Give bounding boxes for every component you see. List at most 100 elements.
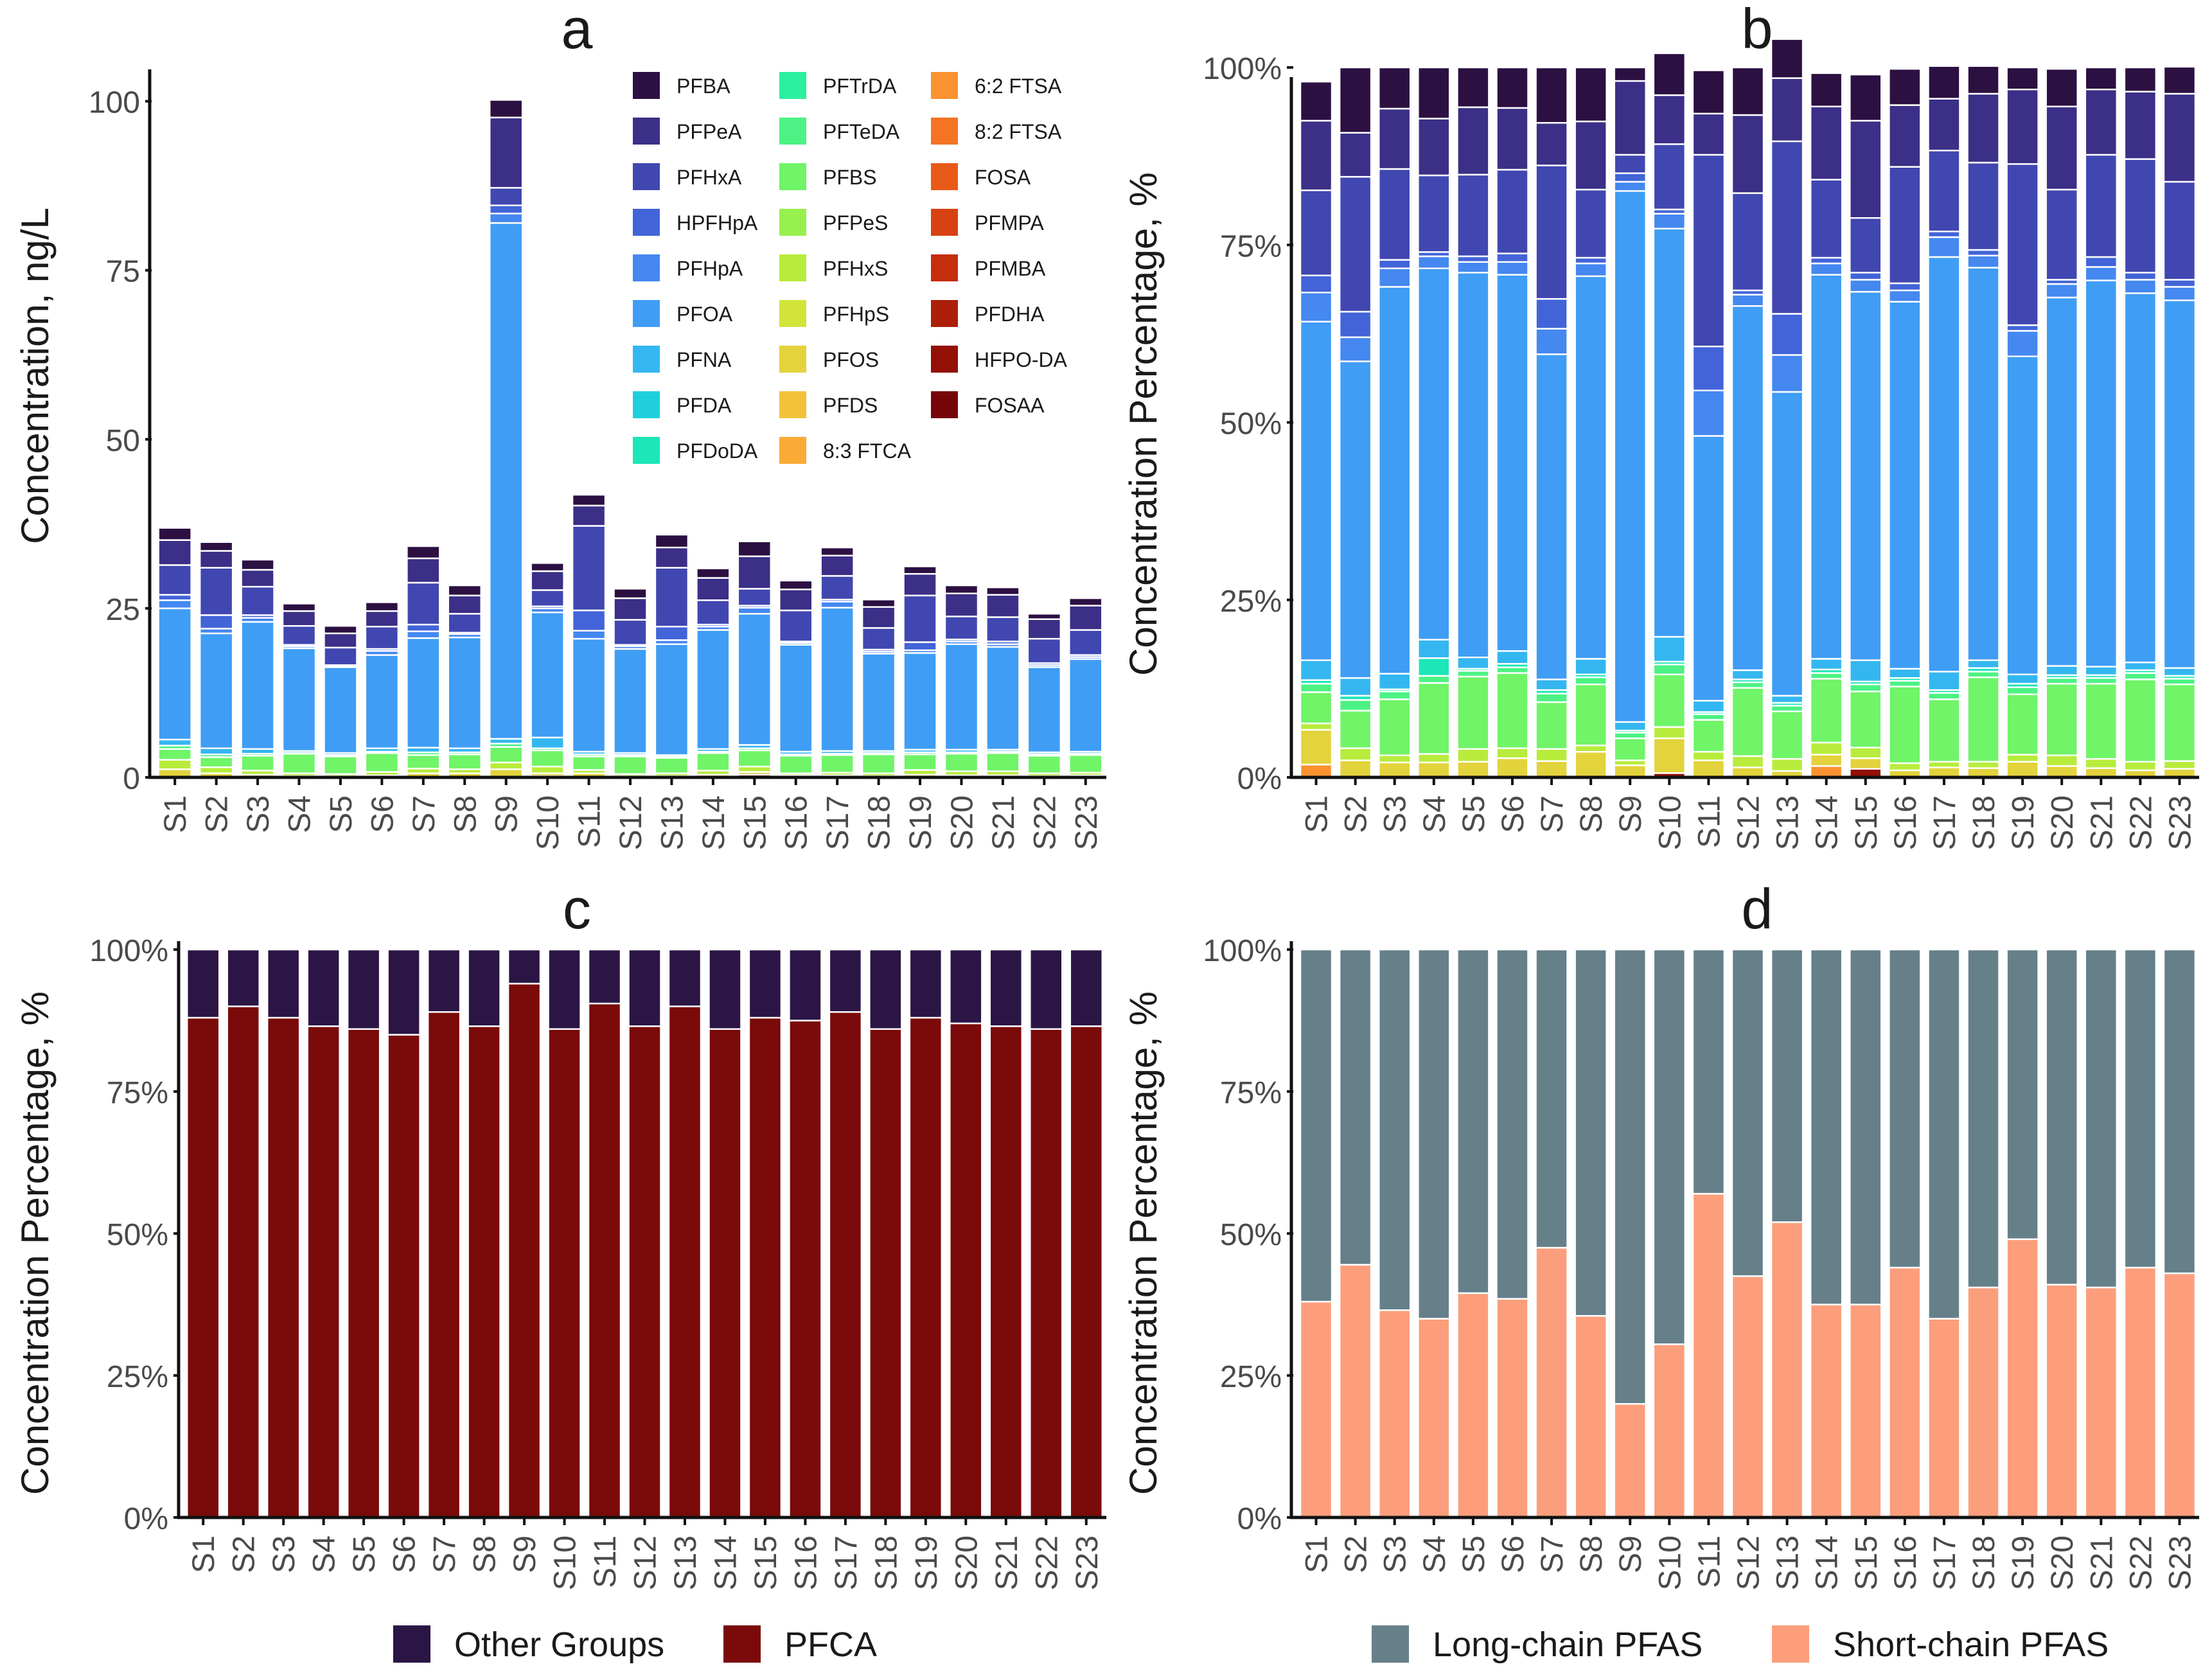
bar-segment-pfos-s4	[1417, 761, 1451, 779]
bar-segment-pfba-s4	[281, 603, 317, 612]
bar-segment-pfba-s17	[820, 546, 854, 557]
bar-segment-other-groups-s17	[828, 948, 863, 1013]
bar-segment-pfba-s21	[986, 587, 1020, 596]
bar-segment-other-groups-s1	[186, 948, 220, 1019]
x-tick-label: S17	[829, 1535, 863, 1590]
x-tick-label: S7	[407, 795, 441, 833]
x-tick-label: S4	[1418, 1535, 1452, 1573]
bar-segment-pfpea-s3	[240, 569, 275, 588]
bar-segment-pfbs-s10	[530, 749, 565, 768]
panel-d-legend: Long-chain PFAS Short-chain PFAS	[1372, 1625, 2109, 1664]
x-tick-label: S2	[200, 795, 234, 833]
legend-swatch	[633, 118, 660, 145]
legend-label: PFDoDA	[677, 439, 758, 463]
bar-segment-pfna-s9	[1613, 721, 1647, 732]
bar-segment-pfoa-s17	[820, 606, 854, 752]
bar-segment-hpfhpa-s16	[1888, 282, 1922, 292]
bar-segment-hpfhpa-s9	[488, 204, 524, 215]
bar-segment-pfba-s1	[157, 527, 192, 541]
x-tick-label: S10	[531, 795, 565, 850]
panel-b-y-axis-label: Concentration Percentage, %	[1122, 172, 1165, 676]
bar-segment-pfbs-s3	[1377, 698, 1411, 756]
bar-segment-pfba-s7	[406, 545, 441, 560]
legend-swatch	[779, 346, 806, 373]
bar-segment-pfhxa-s1	[157, 564, 192, 596]
bar-segment-pfhxs-s7	[1535, 748, 1568, 762]
bar-segment-pfteda-s13	[1770, 705, 1804, 712]
bar-segment-pfhxa-s20	[944, 615, 979, 641]
x-tick-label: S1	[1300, 1535, 1334, 1573]
bar-segment-pfpea-s16	[778, 588, 813, 612]
bar-segment-other-groups-s22	[1029, 948, 1063, 1030]
bar-segment-pfba-s15	[737, 540, 772, 558]
legend-label: PFTrDA	[823, 75, 897, 98]
bar-segment-pfbs-s11	[1692, 719, 1726, 753]
bar-segment-pfoa-s22	[1027, 666, 1062, 754]
bar-segment-pfhpa-s2	[1338, 336, 1372, 362]
bar-segment-pfna-s6	[1496, 650, 1529, 665]
bar-segment-pfba-s9	[488, 99, 524, 119]
x-tick-label: S16	[789, 1535, 823, 1590]
bar-segment-pfos-s15	[1849, 757, 1882, 770]
bar-segment-other-groups-s2	[226, 948, 260, 1007]
x-tick-label: S15	[738, 795, 772, 850]
bar-segment-pfhpa-s17	[820, 601, 854, 609]
bar-segment-pfbs-s5	[323, 756, 358, 775]
bar-segment-hpfhpa-s3	[1377, 259, 1411, 269]
panel-b-y-tick-label: 25%	[1220, 585, 1282, 619]
bar-segment-pfhxa-s13	[1770, 140, 1804, 315]
bar-segment-pfpea-s17	[820, 554, 854, 577]
x-tick-label: S22	[1028, 795, 1062, 850]
bar-segment-pfoa-s7	[1535, 353, 1568, 680]
bar-segment-pfoa-s6	[364, 654, 400, 749]
bar-segment-pfhpa-s12	[1731, 294, 1765, 307]
bar-segment-pfpea-s4	[1417, 118, 1451, 177]
bar-segment-other-groups-s5	[346, 948, 381, 1030]
bar-segment-pfhxs-s10	[530, 765, 565, 774]
legend-swatch	[931, 346, 958, 373]
bar-segment-hpfhpa-s15	[1849, 272, 1882, 281]
bar-segment-pfpea-s13	[1770, 77, 1804, 143]
bar-segment-pfba-s13	[654, 533, 689, 549]
bar-segment-pfoa-s12	[613, 648, 648, 754]
bar-segment-pfpea-s10	[530, 570, 565, 591]
bar-segment-pfhxs-s1	[1299, 722, 1333, 731]
bar-segment-pfbs-s16	[1888, 685, 1922, 765]
bar-segment-pfhpa-s17	[1927, 236, 1961, 258]
bar-segment-pfpea-s19	[903, 572, 937, 597]
bar-segment-pfna-s7	[1535, 678, 1568, 691]
bar-segment-pfhxa-s1	[1299, 189, 1333, 277]
bar-segment-hpfhpa-s7	[406, 623, 441, 632]
bar-segment-hpfhpa-s19	[903, 641, 937, 651]
bar-segment-pfbs-s6	[364, 752, 400, 773]
x-tick-label: S22	[2124, 795, 2158, 850]
bar-segment-pfhxs-s22	[2123, 761, 2157, 772]
bar-segment-pfbs-s10	[1652, 673, 1686, 728]
bar-segment-pfna-s13	[1770, 694, 1804, 704]
legend-label: PFDA	[677, 394, 732, 417]
legend-swatch	[779, 209, 806, 236]
bar-segment-pfpea-s21	[986, 594, 1020, 618]
bar-segment-pfteda-s8	[1574, 676, 1607, 685]
bar-segment-pfhxa-s22	[2123, 158, 2157, 274]
bar-segment-pfos-s10	[1652, 737, 1686, 774]
bar-segment-pfhpa-s15	[737, 606, 772, 615]
legend-label: PFHpS	[823, 303, 889, 326]
bar-segment-pfoa-s19	[903, 652, 937, 751]
x-tick-label: S23	[1070, 1535, 1104, 1590]
bar-segment-pfhpa-s3	[1377, 267, 1411, 288]
bar-segment-pfpea-s10	[1652, 94, 1686, 145]
x-tick-label: S13	[655, 795, 689, 850]
bar-segment-pfhxa-s14	[696, 599, 730, 626]
bar-segment-pfpea-s19	[2006, 89, 2039, 165]
bar-segment-pfoa-s15	[1849, 290, 1882, 661]
bar-segment-pfoa-s5	[323, 666, 358, 754]
legend-label: PFBS	[823, 166, 877, 189]
bar-segment-other-groups-s9	[507, 948, 542, 985]
bar-segment-long-chain-pfas-s3	[1377, 948, 1411, 1311]
bar-segment-short-chain-pfas-s6	[1496, 1298, 1529, 1519]
bar-segment-pfteda-s22	[2123, 672, 2157, 680]
bar-segment-pfoa-s18	[1967, 267, 2000, 661]
bar-segment-pfhxa-s11	[1692, 154, 1726, 348]
bar-segment-pfoa-s10	[530, 611, 565, 739]
